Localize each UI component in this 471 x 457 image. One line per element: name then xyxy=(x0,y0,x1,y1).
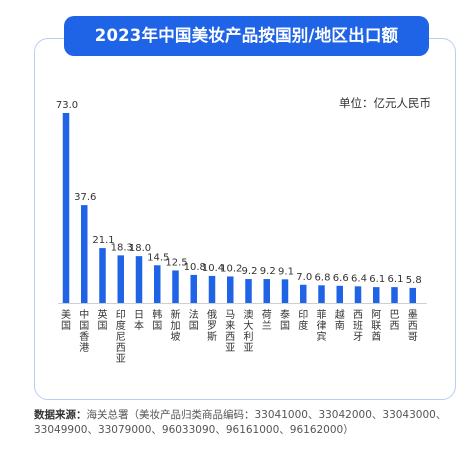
bar-8 xyxy=(208,275,216,303)
data-label-7: 10.8 xyxy=(184,262,206,273)
data-label-10: 9.2 xyxy=(242,266,258,277)
category-label-8: 俄罗斯 xyxy=(207,309,217,343)
category-label-1: 中国香港 xyxy=(79,308,89,354)
bar-12 xyxy=(281,279,289,303)
source-text: 海关总署（美妆产品归类商品编码：33041000、33042000、330430… xyxy=(34,409,447,436)
data-label-6: 12.5 xyxy=(165,257,187,268)
bar-15 xyxy=(336,285,343,303)
data-label-14: 6.8 xyxy=(315,272,331,283)
data-label-9: 10.2 xyxy=(220,263,242,274)
bar-13 xyxy=(300,284,307,303)
category-label-14: 菲律宾 xyxy=(317,309,327,343)
unit-label: 单位：亿元人民币 xyxy=(339,96,431,110)
source-prefix: 数据来源： xyxy=(34,409,87,421)
data-label-3: 18.3 xyxy=(111,242,133,253)
category-label-3: 印度尼西亚 xyxy=(116,309,126,365)
bar-16 xyxy=(354,286,362,303)
category-label-17: 阿联酋 xyxy=(371,309,381,343)
chart-title: 2023年中国美妆产品按国别/地区出口额 xyxy=(64,16,429,56)
bar-2 xyxy=(99,248,106,303)
category-label-15: 越南 xyxy=(335,308,345,332)
data-label-2: 21.1 xyxy=(92,235,114,246)
category-label-0: 美国 xyxy=(61,308,71,332)
category-label-4: 日本 xyxy=(134,310,144,332)
bar-0 xyxy=(62,113,70,303)
data-source: 数据来源：海关总署（美妆产品归类商品编码：33041000、33042000、3… xyxy=(34,408,464,438)
bar-17 xyxy=(373,287,380,303)
bar-1 xyxy=(81,205,88,303)
category-label-13: 印度 xyxy=(298,309,308,332)
bar-18 xyxy=(391,287,398,303)
category-label-2: 英国 xyxy=(98,308,108,332)
data-label-13: 7.0 xyxy=(296,272,312,283)
data-label-5: 14.5 xyxy=(147,252,169,263)
category-label-6: 新加坡 xyxy=(171,308,181,343)
data-label-0: 73.0 xyxy=(56,100,78,111)
bar-7 xyxy=(190,274,197,303)
data-label-16: 6.4 xyxy=(351,273,367,284)
category-label-18: 巴西 xyxy=(390,309,400,332)
data-label-12: 9.1 xyxy=(278,266,294,277)
data-label-8: 10.4 xyxy=(202,263,224,274)
data-label-11: 9.2 xyxy=(260,266,276,277)
data-label-17: 6.1 xyxy=(369,274,385,285)
data-label-19: 5.8 xyxy=(406,275,422,286)
data-label-18: 6.1 xyxy=(388,274,404,285)
bar-9 xyxy=(227,276,234,303)
bar-14 xyxy=(318,285,325,303)
category-label-10: 澳大利亚 xyxy=(244,308,254,354)
bar-11 xyxy=(263,279,270,303)
bar-6 xyxy=(172,270,179,303)
category-label-16: 西班牙 xyxy=(353,310,363,343)
category-label-9: 马来西亚 xyxy=(225,309,235,354)
bar-5 xyxy=(154,265,161,303)
bar-19 xyxy=(409,287,416,303)
bar-10 xyxy=(245,279,252,303)
data-label-1: 37.6 xyxy=(74,192,96,203)
category-label-12: 泰国 xyxy=(280,308,290,332)
bar-4 xyxy=(135,256,143,303)
data-label-4: 18.0 xyxy=(129,243,151,254)
category-label-19: 墨西哥 xyxy=(408,309,418,343)
category-label-11: 荷兰 xyxy=(262,309,272,332)
category-label-7: 法国 xyxy=(189,308,199,332)
category-label-5: 韩国 xyxy=(152,308,162,332)
data-label-15: 6.6 xyxy=(333,273,349,284)
chart-card xyxy=(34,38,456,400)
bar-3 xyxy=(117,255,124,303)
